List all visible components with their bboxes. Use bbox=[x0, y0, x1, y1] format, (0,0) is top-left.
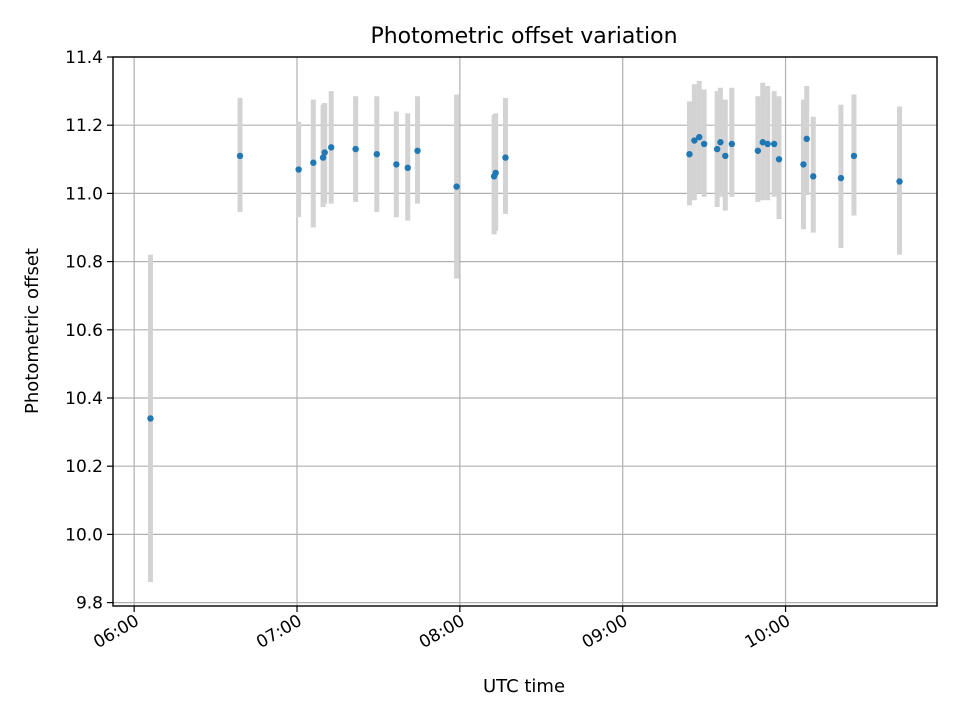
data-point bbox=[696, 133, 703, 141]
data-point bbox=[803, 135, 810, 143]
y-axis-label: Photometric offset bbox=[22, 248, 43, 414]
x-axis-ticks: 06:00 07:00 08:00 09:00 10:00 bbox=[90, 606, 794, 653]
data-point bbox=[453, 183, 460, 190]
data-point bbox=[147, 415, 154, 422]
data-point bbox=[759, 139, 766, 146]
data-point bbox=[502, 154, 509, 161]
data-point bbox=[321, 149, 328, 156]
y-axis-ticks: 9.8 10.0 10.2 10.4 10.6 10.8 11.0 11.2 11.4 bbox=[65, 48, 113, 614]
data-point bbox=[700, 140, 708, 148]
data-point bbox=[775, 156, 783, 163]
y-tick-label: 11.4 bbox=[65, 48, 103, 68]
data-point bbox=[837, 174, 845, 182]
data-point bbox=[295, 166, 302, 173]
plot-frame bbox=[112, 56, 938, 607]
data-point bbox=[713, 145, 721, 153]
data-point bbox=[810, 173, 817, 180]
y-tick-label: 11.2 bbox=[65, 116, 103, 136]
y-tick-label: 10.0 bbox=[65, 525, 103, 545]
data-point bbox=[328, 144, 335, 151]
x-tick-label: 06:00 bbox=[90, 611, 142, 653]
y-tick-label: 10.6 bbox=[65, 321, 103, 341]
data-point bbox=[800, 161, 807, 168]
data-point bbox=[850, 152, 858, 160]
x-axis-label: UTC time bbox=[483, 676, 565, 697]
data-point bbox=[393, 161, 400, 168]
y-tick-label: 10.8 bbox=[65, 253, 103, 273]
chart-title: Photometric offset variation bbox=[370, 24, 677, 49]
data-point bbox=[492, 169, 499, 177]
data-point bbox=[717, 139, 724, 146]
data-point bbox=[754, 147, 762, 154]
data-point bbox=[686, 150, 693, 158]
data-point bbox=[414, 147, 421, 154]
x-tick-label: 09:00 bbox=[579, 611, 631, 653]
y-tick-label: 9.8 bbox=[76, 594, 103, 614]
data-point bbox=[728, 140, 736, 148]
data-point bbox=[770, 140, 778, 148]
data-point bbox=[373, 150, 381, 158]
data-point bbox=[722, 152, 729, 160]
data-point bbox=[404, 164, 411, 172]
data-point bbox=[310, 159, 317, 166]
x-tick-label: 07:00 bbox=[253, 611, 305, 653]
data-point bbox=[352, 145, 359, 153]
data-points bbox=[147, 133, 903, 422]
data-point bbox=[896, 178, 903, 185]
data-point bbox=[319, 154, 327, 161]
y-tick-label: 10.2 bbox=[65, 457, 103, 477]
data-point bbox=[691, 137, 698, 144]
data-point bbox=[236, 152, 244, 160]
data-point bbox=[764, 140, 771, 148]
x-tick-label: 10:00 bbox=[742, 611, 794, 653]
y-tick-label: 10.4 bbox=[65, 389, 103, 409]
x-tick-label: 08:00 bbox=[416, 611, 468, 653]
error-bars bbox=[147, 80, 903, 583]
y-tick-label: 11.0 bbox=[65, 184, 103, 204]
